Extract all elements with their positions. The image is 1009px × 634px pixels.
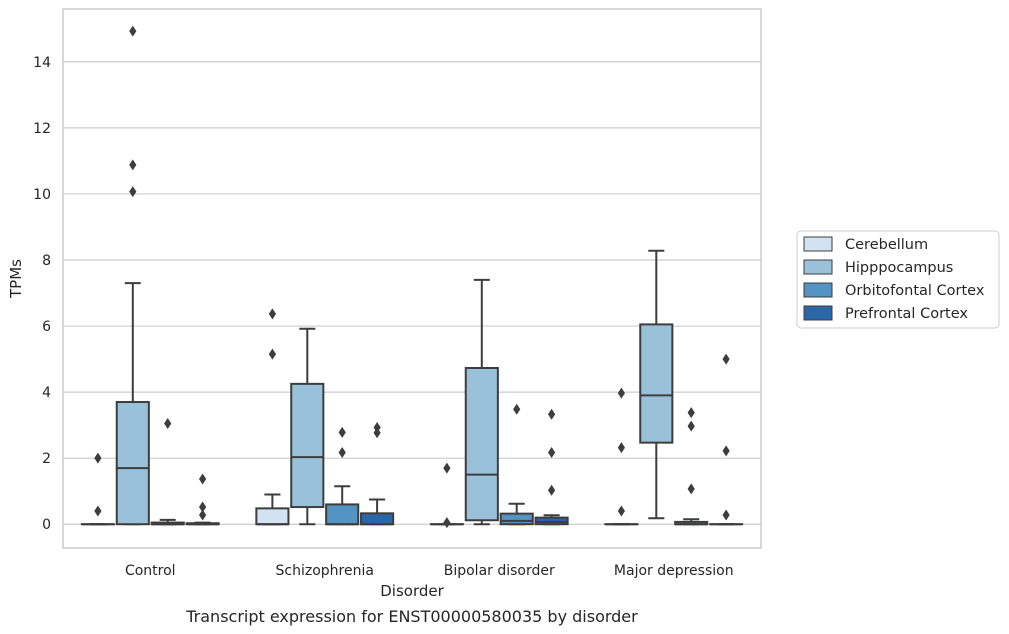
chart-caption: Transcript expression for ENST0000058003… <box>185 607 638 626</box>
y-tick-labels: 0 2 4 6 8 10 12 14 <box>33 55 51 533</box>
box-orbitofontal-cortex <box>150 417 185 526</box>
x-tick-label: Control <box>125 563 176 579</box>
box-series <box>80 25 744 529</box>
y-tick-label: 12 <box>33 121 51 137</box>
outlier-point <box>687 420 695 432</box>
outlier-point <box>94 452 102 464</box>
box-body <box>499 512 534 526</box>
box-prefrontal-cortex <box>360 421 395 526</box>
x-axis-title: Disorder <box>380 582 444 600</box>
box-prefrontal-cortex <box>709 353 744 526</box>
outlier-point <box>164 417 172 429</box>
outlier-point <box>687 407 695 419</box>
outlier-point <box>268 348 276 360</box>
outlier-point <box>443 517 451 529</box>
box-body <box>255 507 290 526</box>
outlier-point <box>199 509 207 521</box>
outlier-point <box>129 159 137 171</box>
outlier-point <box>443 462 451 474</box>
outlier-point <box>617 387 625 399</box>
legend-swatch <box>803 282 833 298</box>
plot-frame <box>62 8 762 549</box>
box-hipppocampus <box>290 327 325 526</box>
box-body <box>360 512 395 526</box>
outlier-point <box>722 353 730 365</box>
legend-swatch <box>803 259 833 275</box>
box-body <box>115 401 150 526</box>
y-axis-title: TPMs <box>7 259 25 299</box>
outlier-point <box>687 483 695 495</box>
outlier-point <box>722 445 730 457</box>
legend: Cerebellum Hipppocampus Orbitofontal Corte… <box>796 230 1000 329</box>
box-body <box>290 382 325 509</box>
outlier-point <box>199 501 207 513</box>
box-hipppocampus <box>115 25 150 526</box>
box-hipppocampus <box>464 278 499 526</box>
outlier-point <box>617 505 625 517</box>
outlier-point <box>548 408 556 420</box>
outlier-point <box>548 484 556 496</box>
box-body <box>464 367 499 522</box>
x-tick-label: Bipolar disorder <box>444 563 555 579</box>
y-tick-label: 6 <box>42 319 51 335</box>
box-prefrontal-cortex <box>534 408 569 526</box>
outlier-point <box>94 505 102 517</box>
x-tick-label: Schizophrenia <box>276 563 374 579</box>
legend-label: Cerebellum <box>845 237 928 253</box>
legend-label: Hipppocampus <box>845 260 953 276</box>
outlier-point <box>129 186 137 198</box>
box-body <box>639 323 674 444</box>
legend-swatch <box>803 236 833 252</box>
box-hipppocampus <box>639 249 674 520</box>
legend-frame <box>796 230 1000 329</box>
box-cerebellum <box>80 452 115 526</box>
box-prefrontal-cortex <box>185 473 220 526</box>
outlier-point <box>268 308 276 320</box>
outlier-point <box>513 403 521 415</box>
x-tick-label: Major depression <box>614 563 734 579</box>
outlier-point <box>129 25 137 37</box>
legend-label: Prefrontal Cortex <box>845 306 968 322</box>
box-body <box>325 503 360 526</box>
outlier-point <box>722 509 730 521</box>
y-tick-label: 8 <box>42 253 51 269</box>
box-cerebellum <box>429 462 464 529</box>
box-orbitofontal-cortex <box>499 403 534 526</box>
y-tick-label: 4 <box>42 385 51 401</box>
x-tick-labels: Control Schizophrenia Bipolar disorder Majo… <box>125 563 734 579</box>
y-tick-label: 2 <box>42 451 51 467</box>
outlier-point <box>199 473 207 485</box>
y-tick-label: 0 <box>42 517 51 533</box>
y-tick-label: 14 <box>33 55 51 71</box>
outlier-point <box>338 426 346 438</box>
outlier-point <box>548 447 556 459</box>
box-orbitofontal-cortex <box>674 407 709 526</box>
legend-swatch <box>803 305 833 321</box>
box-cerebellum <box>604 387 639 526</box>
legend-label: Orbitofontal Cortex <box>845 283 985 299</box>
outlier-point <box>338 447 346 459</box>
box-orbitofontal-cortex <box>325 426 360 526</box>
box-cerebellum <box>255 308 290 526</box>
outlier-point <box>617 442 625 454</box>
outlier-point <box>373 421 381 433</box>
y-tick-label: 10 <box>33 187 51 203</box>
